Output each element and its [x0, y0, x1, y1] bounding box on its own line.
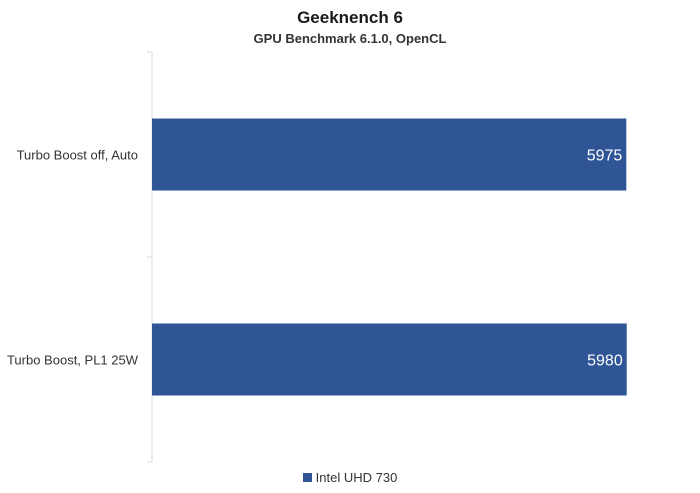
bar — [152, 323, 627, 396]
chart-subtitle: GPU Benchmark 6.1.0, OpenCL — [253, 31, 447, 46]
category-label: Turbo Boost off, Auto — [17, 148, 138, 163]
bar — [152, 118, 627, 191]
category-label: Turbo Boost, PL1 25W — [7, 353, 139, 368]
chart-title: Geeknench 6 — [297, 8, 403, 27]
data-label: 5980 — [587, 353, 623, 370]
legend-label: Intel UHD 730 — [315, 470, 398, 485]
legend-swatch — [302, 473, 312, 482]
data-label: 5975 — [587, 148, 623, 165]
legend: Intel UHD 730 — [0, 470, 700, 485]
